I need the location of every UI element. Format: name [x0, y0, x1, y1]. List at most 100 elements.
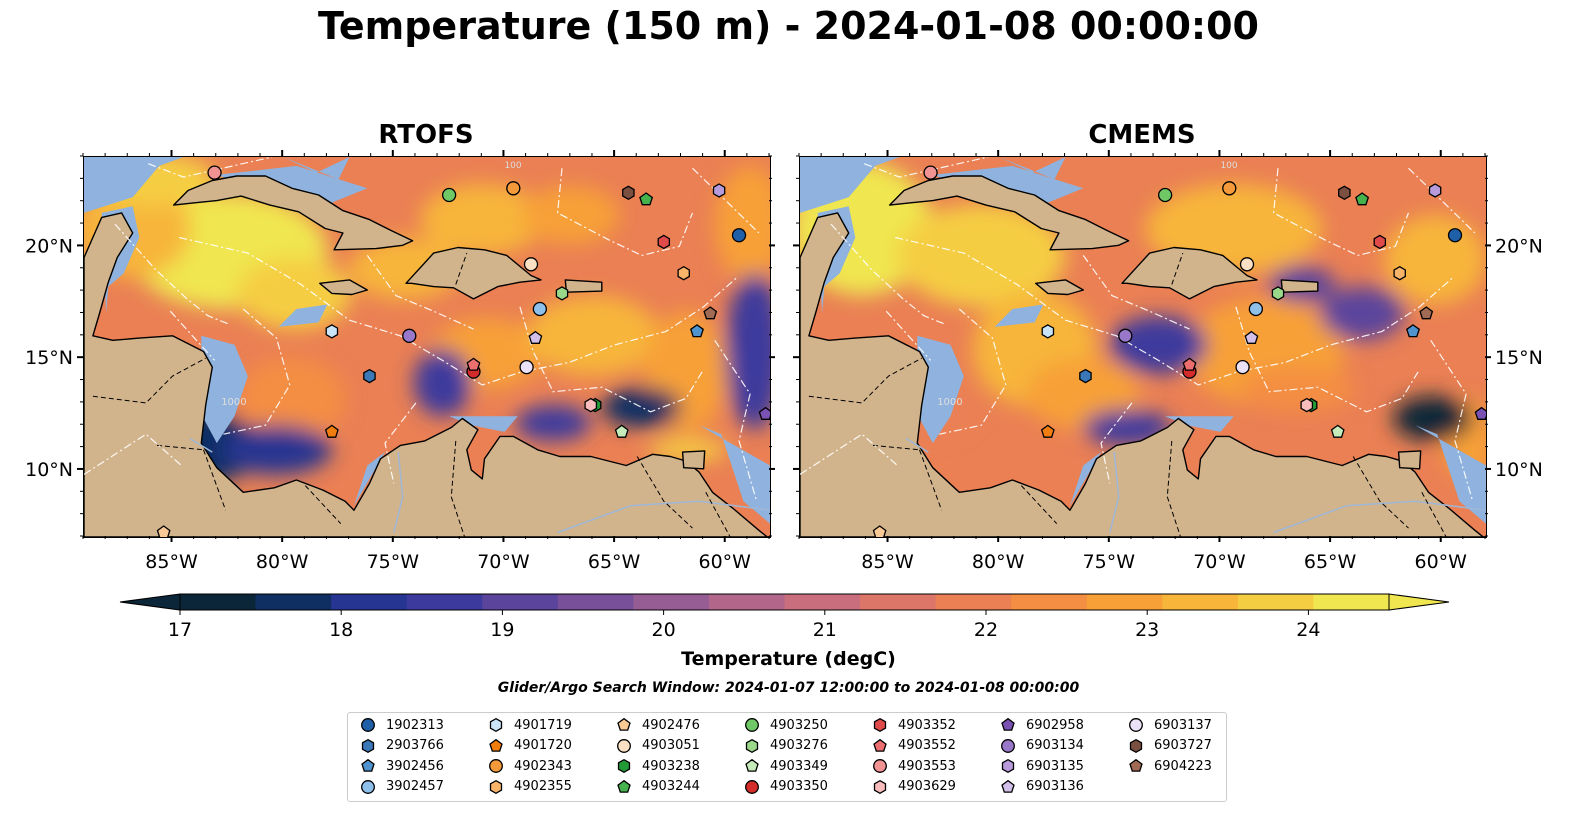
legend-item-4901720: 4901720: [488, 736, 572, 756]
pentagon-marker-icon: [361, 758, 375, 772]
temperature-blob: [221, 425, 332, 475]
lon-tick-label: 85°W: [861, 551, 914, 573]
legend-marker: [873, 759, 887, 773]
colorbar-segment: [1313, 594, 1390, 610]
lat-tick-label: 20°N: [25, 235, 73, 257]
float-marker-6903135: [712, 183, 726, 198]
temperature-blob: [515, 405, 591, 441]
country-border: [919, 449, 943, 511]
colorbar-segment: [180, 594, 257, 610]
legend-label: 4902476: [642, 717, 700, 733]
legend-item-6903135: 6903135: [1000, 756, 1084, 776]
pentagon-marker-icon: [745, 758, 759, 772]
colorbar-tick-label: 20: [652, 619, 676, 641]
shelf-area: [917, 335, 964, 444]
colorbar-extend-high: [1388, 593, 1450, 611]
float-marker-4903349: [614, 424, 629, 438]
float-marker-6903135: [1428, 183, 1442, 198]
legend-label: 4901719: [514, 717, 572, 733]
legend-label: 4903244: [642, 779, 700, 794]
colorbar-segment: [935, 594, 1012, 610]
pentagon-marker-icon: [489, 738, 503, 752]
float-marker-4903276: [1271, 286, 1285, 301]
eez-boundary: [1430, 339, 1474, 502]
float-marker-3902457: [532, 301, 548, 317]
float-marker-4903244: [639, 192, 654, 206]
land-mass: [800, 212, 1486, 537]
float-marker-4903051: [523, 257, 539, 272]
eez-boundary: [519, 306, 705, 413]
temperature-blob: [714, 165, 770, 283]
legend-marker: [745, 779, 759, 794]
land-mass: [681, 450, 706, 470]
float-marker-4903552: [466, 357, 481, 371]
legend-label: 6904223: [1154, 758, 1212, 774]
contour-label: 100: [1220, 161, 1237, 171]
eez-boundary: [114, 223, 231, 326]
eez-boundary: [1100, 402, 1133, 484]
land-mass: [1280, 279, 1319, 293]
legend-marker: [617, 717, 631, 731]
temperature-blob: [725, 273, 770, 430]
float-marker-4903250: [441, 187, 457, 203]
eez-boundary: [885, 310, 932, 361]
legend-item-2903766: 2903766: [360, 736, 444, 756]
axes-overlay: 85°W 80°W 75°W 70°W 65°W 60°W 20°N 15°N 10°N 85°W…: [25, 150, 1543, 573]
legend-marker: [873, 738, 887, 752]
lon-tick-label: 65°W: [588, 551, 641, 573]
lon-tick-label: 80°W: [972, 551, 1025, 573]
legend-marker: [1001, 717, 1015, 731]
shelf-area: [449, 416, 518, 432]
legend-label: 4903629: [898, 779, 956, 794]
circle-marker-icon: [489, 759, 503, 773]
legend-item-4903349: 4903349: [744, 756, 828, 776]
shelf-area: [84, 157, 184, 213]
river: [393, 452, 404, 533]
colorbar-tick-label: 24: [1296, 619, 1320, 641]
float-marker-4902355: [677, 265, 690, 281]
temperature-blob: [1393, 396, 1473, 441]
country-border: [455, 252, 468, 285]
float-marker-4903051: [1239, 257, 1255, 272]
colorbar-tick-label: 18: [329, 619, 353, 641]
legend-item-3902456: 3902456: [360, 756, 444, 776]
legend-marker: [489, 759, 503, 773]
legend-item-4901719: 4901719: [488, 715, 572, 735]
legend-label: 4901720: [514, 738, 572, 753]
legend-label: 4902343: [514, 758, 572, 774]
float-marker-3902457: [1248, 301, 1264, 317]
land-mass: [888, 175, 1130, 251]
shelf-area: [201, 335, 248, 444]
legend-label: 4903349: [770, 758, 828, 774]
search-window-text: Glider/Argo Search Window: 2024-01-07 12…: [497, 680, 1080, 696]
legend-label: 4903051: [642, 738, 700, 753]
legend-item-6903134: 6903134: [1000, 736, 1084, 756]
float-marker-1902313: [731, 228, 747, 243]
float-marker-6903727: [622, 185, 635, 201]
lon-tick-label: 65°W: [1304, 551, 1357, 573]
float-marker-4903552: [1182, 357, 1197, 371]
float-marker-2903766: [1079, 368, 1092, 384]
colorbar-tick-label: 21: [813, 619, 837, 641]
float-marker-4903553: [207, 165, 222, 180]
hexagon-marker-icon: [1129, 738, 1143, 753]
hexagon-marker-icon: [873, 779, 887, 794]
colorbar-tick-label: 22: [974, 619, 998, 641]
lat-tick-label: 10°N: [25, 459, 73, 481]
float-marker-6902958: [758, 406, 770, 420]
pentagon-marker-icon: [1001, 779, 1015, 793]
eez-boundary: [1272, 168, 1410, 257]
legend-marker: [489, 738, 503, 752]
float-marker-4902343: [1222, 181, 1237, 196]
circle-marker-icon: [745, 718, 759, 732]
temperature-blob: [897, 203, 1066, 307]
lon-tick-label: 80°W: [256, 551, 309, 573]
legend-item-4903350: 4903350: [744, 777, 828, 797]
legend-item-1902313: 1902313: [360, 715, 444, 735]
legend-label: 4903250: [770, 717, 828, 733]
panel-title-rtofs: RTOFS: [378, 120, 474, 150]
eez-boundary: [384, 402, 417, 484]
river: [189, 437, 213, 453]
river: [1273, 500, 1486, 534]
hexagon-marker-icon: [489, 717, 503, 733]
